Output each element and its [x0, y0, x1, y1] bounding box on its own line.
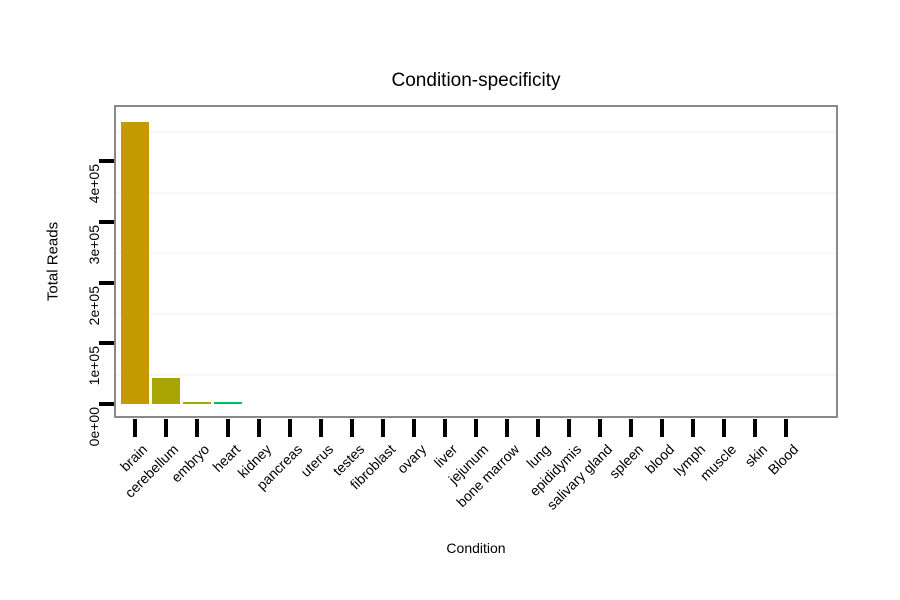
x-axis-tick: [691, 419, 696, 437]
x-axis-tick: [598, 419, 603, 437]
minor-gridline: [116, 312, 836, 315]
x-axis-tick: [163, 419, 168, 437]
x-axis-tick: [722, 419, 727, 437]
bar-cerebellum: [151, 377, 180, 404]
y-tick-label: 4e+05: [86, 164, 102, 204]
x-axis-tick: [380, 419, 385, 437]
x-axis-tick: [411, 419, 416, 437]
y-axis-tick: [99, 219, 114, 224]
minor-gridline: [116, 191, 836, 194]
y-axis-title: Total Reads: [44, 221, 62, 302]
x-axis-tick: [753, 419, 758, 437]
x-axis-tick: [287, 419, 292, 437]
x-axis-tick: [536, 419, 541, 437]
chart-title: Condition-specificity: [391, 70, 561, 91]
x-axis-tick: [349, 419, 354, 437]
bar-brain: [120, 121, 149, 404]
minor-gridline: [116, 373, 836, 376]
x-axis-tick: [256, 419, 261, 437]
x-axis-tick: [567, 419, 572, 437]
y-axis-tick: [99, 159, 114, 164]
x-axis-tick: [318, 419, 323, 437]
x-axis-tick: [784, 419, 789, 437]
minor-gridline: [116, 130, 836, 133]
y-axis-tick: [99, 402, 114, 406]
x-axis-tick: [474, 419, 478, 437]
x-axis-tick: [132, 419, 137, 437]
x-axis-tick: [505, 419, 510, 437]
x-axis-tick: [629, 419, 634, 437]
bar-heart: [213, 402, 242, 404]
x-axis-tick: [194, 419, 199, 437]
x-axis-tick: [225, 419, 230, 437]
x-axis-tick: [660, 419, 665, 437]
x-axis-tick: [442, 419, 447, 437]
y-axis-tick: [99, 280, 114, 285]
x-axis-title: Condition: [446, 540, 506, 556]
plot-panel: [114, 105, 838, 418]
minor-gridline: [116, 252, 836, 255]
bar-embryo: [182, 402, 211, 404]
y-axis-tick: [99, 341, 114, 346]
